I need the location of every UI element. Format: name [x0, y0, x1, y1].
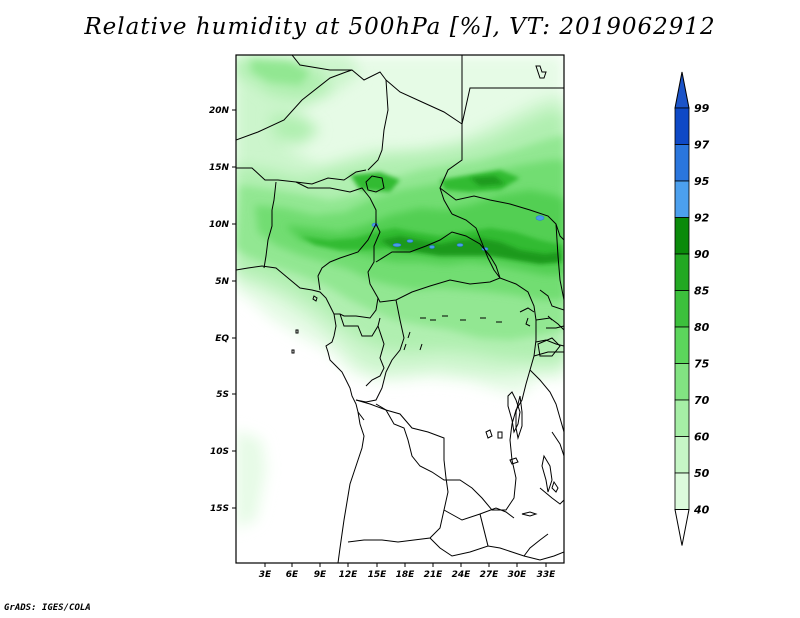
lat-tick-label: 15N — [209, 163, 230, 173]
colorbar-segment — [674, 363, 690, 401]
colorbar-label: 80 — [694, 321, 710, 334]
colorbar-label: 70 — [694, 394, 710, 407]
colorbar-label: 40 — [693, 504, 710, 517]
colorbar-label: 99 — [694, 102, 710, 115]
colorbar-segment — [674, 472, 690, 510]
colorbar-bottom-arrow — [674, 509, 690, 546]
latitude-axis: 20N 15N 10N 5N EQ 5S 10S 15S — [209, 106, 236, 514]
lat-tick-label: 5N — [215, 277, 229, 287]
lat-tick-label: 15S — [210, 504, 229, 514]
lon-tick-label: 18E — [396, 570, 416, 580]
colorbar-segment — [674, 436, 690, 474]
colorbar-label: 95 — [694, 175, 710, 188]
lat-tick-label: 5S — [216, 390, 229, 400]
colorbar-label: 90 — [694, 248, 710, 261]
lon-tick-label: 6E — [286, 570, 299, 580]
colorbar-segment — [674, 180, 690, 218]
lon-tick-label: 15E — [368, 570, 388, 580]
colorbar-segment — [674, 290, 690, 328]
colorbar-label: 50 — [694, 467, 710, 480]
lat-tick-label: EQ — [215, 334, 229, 344]
lat-tick-label: 10S — [210, 447, 229, 457]
colorbar-label: 75 — [694, 358, 710, 371]
colorbar-segment — [674, 399, 690, 437]
lon-tick-label: 24E — [452, 570, 472, 580]
colorbar-top-arrow — [674, 71, 690, 109]
longitude-axis: 3E 6E 9E 12E 15E 18E 21E 24E 27E 30E 33E — [259, 563, 556, 580]
colorbar-segment — [674, 144, 690, 182]
lon-tick-label: 12E — [339, 570, 359, 580]
credit-text: GrADS: IGES/COLA — [4, 603, 91, 613]
country-borders — [236, 55, 564, 563]
colorbar-label: 85 — [694, 285, 710, 298]
lon-tick-label: 33E — [537, 570, 557, 580]
lat-tick-label: 10N — [209, 220, 230, 230]
colorbar-segment — [674, 326, 690, 364]
colorbar-label: 92 — [694, 212, 710, 225]
colorbar-label: 60 — [694, 431, 710, 444]
humidity-field — [236, 55, 564, 528]
lat-tick-label: 20N — [209, 106, 230, 116]
colorbar-label: 97 — [694, 139, 710, 152]
colorbar-segment — [674, 107, 690, 145]
colorbar: 99 97 95 92 90 85 80 75 70 60 50 40 — [674, 71, 710, 546]
colorbar-segment — [674, 217, 690, 255]
lon-tick-label: 3E — [259, 570, 272, 580]
lon-tick-label: 21E — [424, 570, 444, 580]
lon-tick-label: 27E — [480, 570, 500, 580]
lon-tick-label: 9E — [314, 570, 327, 580]
lon-tick-label: 30E — [508, 570, 528, 580]
map-frame — [235, 54, 565, 564]
colorbar-segment — [674, 253, 690, 291]
chart-title: Relative humidity at 500hPa [%], VT: 201… — [84, 14, 716, 40]
